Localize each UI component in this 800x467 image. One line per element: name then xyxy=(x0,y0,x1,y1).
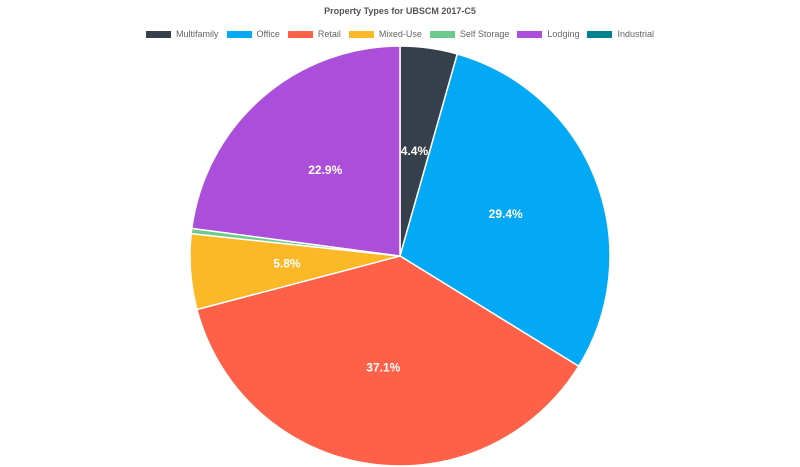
legend-swatch xyxy=(587,30,613,38)
legend-item-retail[interactable]: Retail xyxy=(287,29,341,39)
legend-label: Self Storage xyxy=(459,29,510,39)
pie-slice-retail[interactable] xyxy=(196,255,580,467)
legend-swatch xyxy=(287,30,313,38)
pie-slice-lodging[interactable] xyxy=(190,45,401,257)
legend-item-industrial[interactable]: Industrial xyxy=(587,29,654,39)
legend-swatch xyxy=(146,30,171,38)
slice-label-retail: 37.1% xyxy=(366,360,400,374)
legend-label: Mixed-Use xyxy=(378,29,422,39)
legend-item-self-storage[interactable]: Self Storage xyxy=(429,29,510,39)
slice-label-mixed-use: 5.8% xyxy=(273,257,301,271)
chart-title: Property Types for UBSCM 2017-C5 xyxy=(324,6,476,16)
legend-label: Multifamily xyxy=(176,29,219,39)
legend-label: Office xyxy=(256,29,280,39)
legend-label: Industrial xyxy=(617,29,654,39)
legend-swatch xyxy=(348,30,374,38)
legend-item-office[interactable]: Office xyxy=(226,29,280,39)
slice-label-multifamily: 4.4% xyxy=(401,144,429,158)
legend-swatch xyxy=(429,30,455,38)
legend-item-multifamily[interactable]: Multifamily xyxy=(146,29,219,39)
legend-swatch xyxy=(226,30,252,38)
slice-label-office: 29.4% xyxy=(489,207,523,221)
legend-swatch xyxy=(517,30,543,38)
legend-label: Retail xyxy=(317,29,341,39)
legend-item-mixed-use[interactable]: Mixed-Use xyxy=(348,29,422,39)
legend-label: Lodging xyxy=(547,29,580,39)
chart-legend: Multifamily Office Retail Mixed-Use Self Sto… xyxy=(0,28,800,40)
legend-item-lodging[interactable]: Lodging xyxy=(517,29,579,39)
slice-label-lodging: 22.9% xyxy=(308,163,342,177)
